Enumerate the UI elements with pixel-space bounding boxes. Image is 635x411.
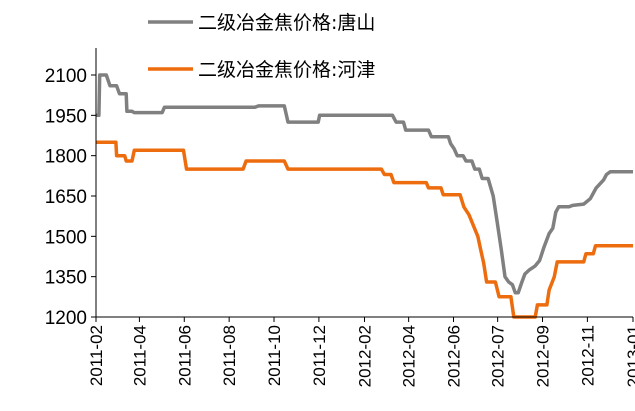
series-line-2	[96, 140, 633, 319]
x-tick-label: 2011-08	[220, 325, 239, 386]
x-tick-label: 2012-02	[356, 325, 375, 387]
x-tick-label: 2012-09	[534, 325, 553, 387]
legend-label-1: 二级冶金焦价格:唐山	[198, 12, 375, 34]
series-line-1	[96, 73, 633, 295]
x-tick-label: 2011-02	[87, 325, 106, 386]
x-tick-label: 2013-01	[624, 325, 635, 387]
x-tick-label: 2012-04	[400, 325, 419, 387]
y-tick-label: 1800	[45, 147, 87, 168]
axes-layer: 1200 1350 1500 1650 1800 1950 2100 2011-02 2011-…	[45, 48, 635, 387]
y-tick-label: 2100	[45, 66, 87, 87]
x-tick-label: 2011-12	[310, 325, 329, 386]
y-tick-label: 1200	[45, 308, 87, 329]
y-tick-label: 1950	[45, 106, 87, 127]
x-tick-label: 2012-07	[489, 325, 508, 387]
x-tick-label: 2012-06	[445, 325, 464, 387]
y-tick-label: 1350	[45, 268, 87, 289]
series-layer	[96, 73, 633, 319]
x-tick-label: 2011-10	[265, 325, 284, 386]
x-tick-label: 2011-04	[130, 325, 149, 386]
legend-label-2: 二级冶金焦价格:河津	[198, 59, 375, 81]
y-tick-label: 1500	[45, 227, 87, 248]
x-tick-label: 2012-11	[578, 325, 597, 386]
y-tick-label: 1650	[45, 187, 87, 208]
x-tick-label: 2011-06	[175, 325, 194, 386]
